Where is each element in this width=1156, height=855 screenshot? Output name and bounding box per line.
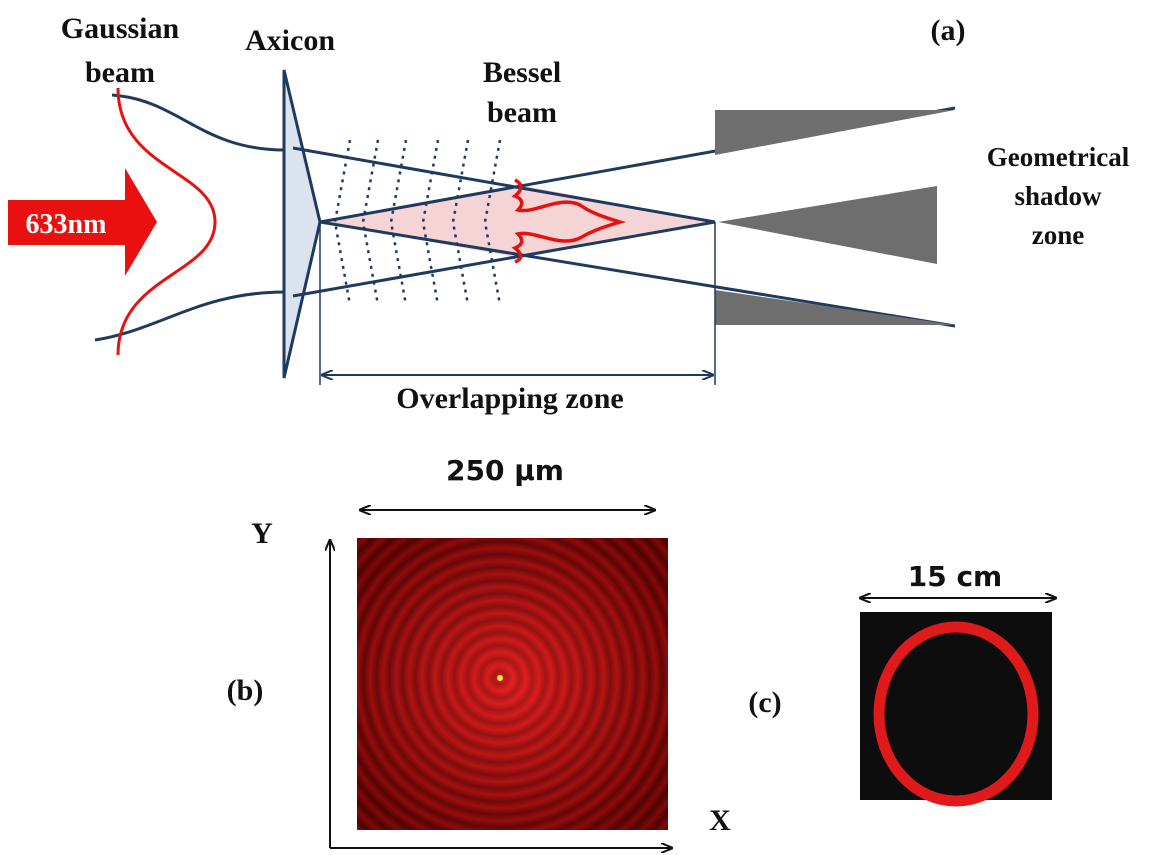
axis-label: X xyxy=(709,804,731,837)
panel-label: (a) xyxy=(931,14,966,47)
bessel-label: beam xyxy=(487,96,557,129)
panel-c: (c) 15 cm xyxy=(748,560,1056,801)
axicon-label: Axicon xyxy=(245,24,335,57)
bessel-label: Bessel xyxy=(483,56,561,89)
panel-label: (c) xyxy=(748,686,781,719)
shadow-label: Geometrical xyxy=(987,142,1130,172)
shadow-label: zone xyxy=(1032,220,1085,250)
central-spot xyxy=(497,675,503,681)
bessel-image-shade xyxy=(357,538,668,830)
shadow-image xyxy=(860,612,1052,800)
axis-label: Y xyxy=(251,517,273,550)
panel-a: 633nm Overlapping zone Gau xyxy=(8,12,1130,415)
shadow-label: shadow xyxy=(1014,181,1102,211)
scale-label: 15 cm xyxy=(908,560,1003,593)
beam-edge xyxy=(95,292,285,340)
wavelength: 633nm xyxy=(26,209,107,240)
panel-label: (b) xyxy=(227,674,264,707)
gaussian-label: Gaussian xyxy=(61,12,180,45)
diagram: 633nm Overlapping zone Gau xyxy=(0,0,1156,855)
scale-label: 250 μm xyxy=(446,454,564,487)
overlapping-zone: Overlapping zone xyxy=(396,382,624,415)
gaussian-label: beam xyxy=(85,56,155,89)
panel-b: 250 μm Y X (b) xyxy=(227,454,732,848)
axicon xyxy=(284,70,320,378)
